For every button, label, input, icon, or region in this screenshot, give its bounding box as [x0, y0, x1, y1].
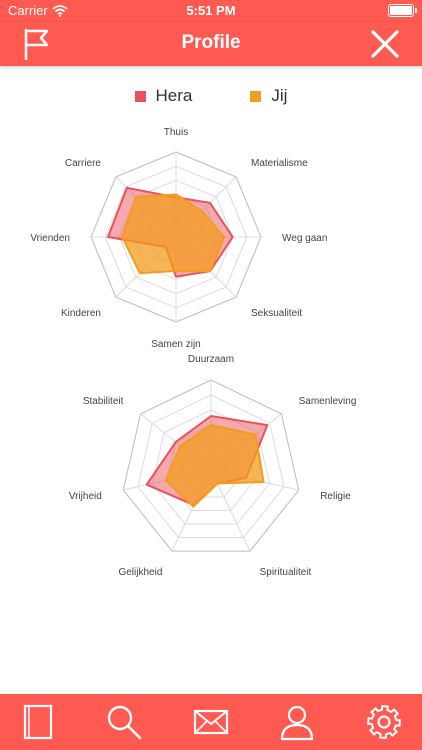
- radar-chart-1: Thuis Materialisme Weg gaan Seksualiteit Sam…: [30, 127, 327, 350]
- legend-label-jij: Jij: [271, 86, 288, 105]
- carrier-label: Carrier: [8, 3, 48, 18]
- search-icon[interactable]: [104, 702, 144, 742]
- wifi-icon: [52, 4, 68, 17]
- axis-label: Seksualiteit: [251, 308, 302, 319]
- status-bar: Carrier 5:51 PM: [0, 0, 422, 22]
- axis-label: Gelijkheid: [118, 567, 162, 578]
- gear-outline: [367, 705, 401, 739]
- user-icon[interactable]: [277, 702, 317, 742]
- gear-icon[interactable]: [364, 702, 404, 742]
- axis-label: Stabiliteit: [83, 396, 124, 407]
- axis-label: Carriere: [65, 158, 102, 169]
- axis-label: Kinderen: [61, 308, 101, 319]
- page-title: Profile: [181, 32, 241, 53]
- axis-label: Vrienden: [30, 233, 70, 244]
- grid-ring: [137, 394, 285, 539]
- legend-item-jij: Jij: [250, 86, 287, 106]
- battery-icon: [388, 4, 417, 17]
- grid-ring: [122, 379, 300, 552]
- series-area-jij: [164, 424, 265, 508]
- chart-legend: Hera Jij: [0, 86, 422, 106]
- axis-label: Religie: [320, 491, 351, 502]
- axis-label: Thuis: [164, 127, 188, 138]
- carrier-info: Carrier: [8, 3, 68, 18]
- mail-icon[interactable]: [191, 702, 231, 742]
- tab-bar: [0, 694, 422, 750]
- nav-bar: Profile: [0, 22, 422, 66]
- legend-item-hera: Hera: [134, 86, 193, 106]
- flag-icon[interactable]: [22, 28, 52, 60]
- legend-swatch-jij: [250, 90, 262, 102]
- axis-label: Materialisme: [251, 158, 308, 169]
- book-icon[interactable]: [18, 702, 58, 742]
- axis-label: Spiritualiteit: [260, 567, 312, 578]
- legend-label-hera: Hera: [155, 86, 193, 105]
- charts-area: Hera Jij Thuis Materialisme Weg gaan Seksua…: [0, 66, 422, 694]
- axis-label: Vrijheid: [69, 491, 102, 502]
- legend-swatch-hera: [134, 90, 146, 102]
- axis-label: Duurzaam: [188, 354, 234, 365]
- series-area-jij: [121, 193, 226, 275]
- axis-label: Samenleving: [299, 396, 357, 407]
- status-time: 5:51 PM: [186, 3, 236, 18]
- axis-label: Weg gaan: [282, 233, 327, 244]
- radar-charts: Thuis Materialisme Weg gaan Seksualiteit Sam…: [30, 127, 357, 578]
- radar-chart-2: Duurzaam Samenleving Religie Spiritualiteit…: [69, 354, 357, 578]
- close-icon[interactable]: [370, 29, 400, 59]
- axis-label: Samen zijn: [151, 339, 200, 350]
